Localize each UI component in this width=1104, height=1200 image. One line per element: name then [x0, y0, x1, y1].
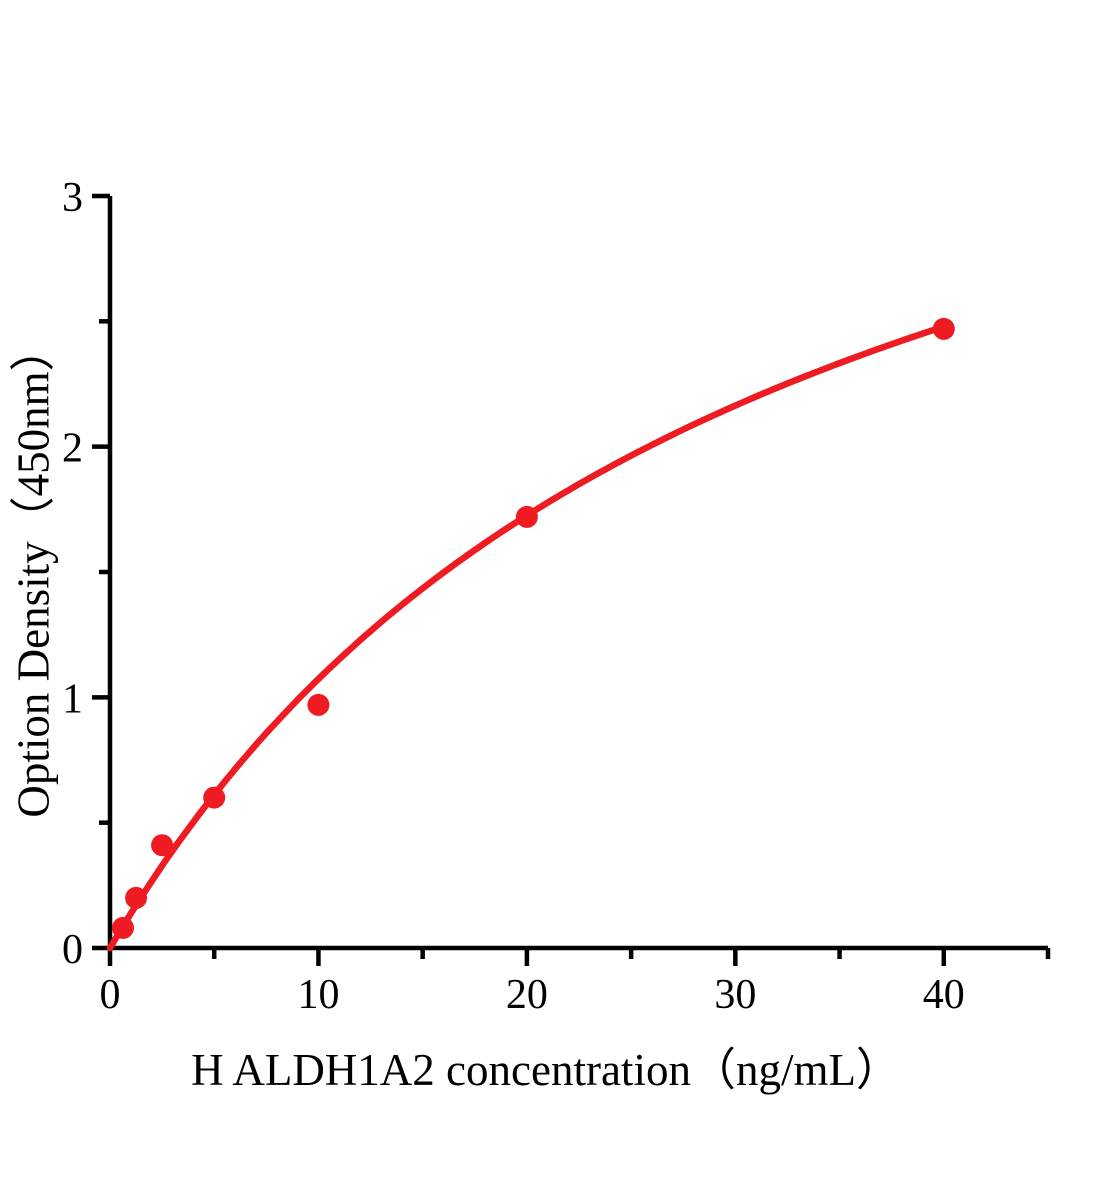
data-point [932, 317, 955, 340]
fit-curve [106, 323, 948, 952]
y-axis-tick-label: 0 [62, 927, 83, 973]
data-point [515, 505, 538, 528]
data-point [112, 916, 134, 939]
x-axis-tick-label: 30 [714, 972, 756, 1018]
y-axis-tick-label: 2 [62, 426, 83, 472]
data-point [203, 786, 226, 809]
y-axis-label: Option Density（450nm） [8, 326, 59, 818]
x-axis-tick-label: 10 [297, 972, 339, 1018]
y-axis-tick-label: 1 [62, 676, 83, 722]
x-axis-tick-label: 20 [506, 972, 548, 1018]
y-axis-tick-label: 3 [62, 175, 83, 221]
data-point [151, 834, 174, 857]
x-axis-label: H ALDH1A2 concentration（ng/mL） [191, 1045, 901, 1095]
x-axis-tick-label: 40 [923, 972, 965, 1018]
x-axis-tick-label: 0 [100, 972, 121, 1018]
data-point [125, 886, 148, 909]
data-point [307, 693, 330, 716]
